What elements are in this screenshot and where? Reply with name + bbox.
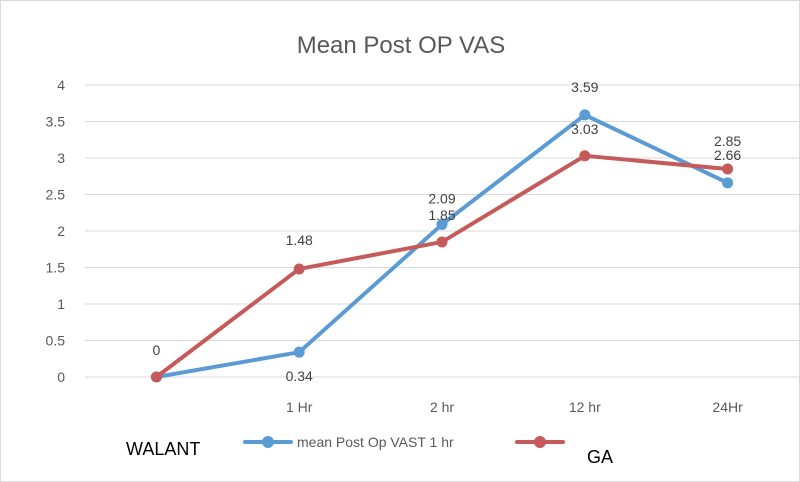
data-point[interactable] [436,236,448,248]
data-label: 2.09 [428,190,455,206]
y-tick-label: 3.5 [46,114,66,130]
data-point[interactable] [579,109,591,121]
data-point[interactable] [293,263,305,275]
legend-item-series-1[interactable]: mean Post Op VAST 1 hr [243,434,454,450]
data-label: 3.03 [571,121,598,137]
data-labels: 0.34 2.09 3.59 2.66 0 1.48 1.85 3.03 2.85 [153,79,742,384]
data-label: 2.85 [714,133,741,149]
x-tick-label: 2 hr [430,399,454,415]
data-point[interactable] [579,150,591,162]
data-label: 0 [153,342,161,358]
data-label: 0.34 [286,368,313,384]
walant-label: WALANT [126,439,200,459]
data-point[interactable] [722,177,734,189]
data-label: 1.48 [286,232,313,248]
y-tick-label: 0.5 [46,333,66,349]
series-lines [150,109,734,383]
data-label: 2.66 [714,147,741,163]
legend: mean Post Op VAST 1 hr GA [243,434,613,467]
data-point[interactable] [150,371,162,383]
chart-title: Mean Post OP VAS [297,32,506,59]
x-tick-label: 12 hr [569,399,601,415]
legend-label-series-1: mean Post Op VAST 1 hr [297,434,454,450]
data-label: 1.85 [428,207,455,223]
y-axis-ticks: 0 0.5 1 1.5 2 2.5 3 3.5 4 [46,77,66,385]
y-tick-label: 1.5 [46,260,66,276]
gridlines [85,84,799,378]
legend-item-series-2[interactable]: GA [515,436,613,467]
legend-marker-series-2 [534,436,546,448]
legend-label-series-2: GA [587,447,613,467]
x-axis-ticks: 1 Hr 2 hr 12 hr 24Hr [286,399,743,415]
y-tick-label: 4 [57,77,65,93]
legend-marker-series-1 [262,436,274,448]
x-tick-label: 24Hr [712,399,743,415]
y-tick-label: 2 [57,223,65,239]
y-tick-label: 2.5 [46,187,66,203]
data-label: 3.59 [571,79,598,95]
data-point[interactable] [436,218,448,230]
series-line-2 [154,153,730,379]
y-tick-label: 3 [57,150,65,166]
x-tick-label: 1 Hr [286,399,313,415]
data-point[interactable] [722,163,734,175]
data-point[interactable] [293,346,305,358]
y-tick-label: 1 [57,296,65,312]
y-tick-label: 0 [57,369,65,385]
